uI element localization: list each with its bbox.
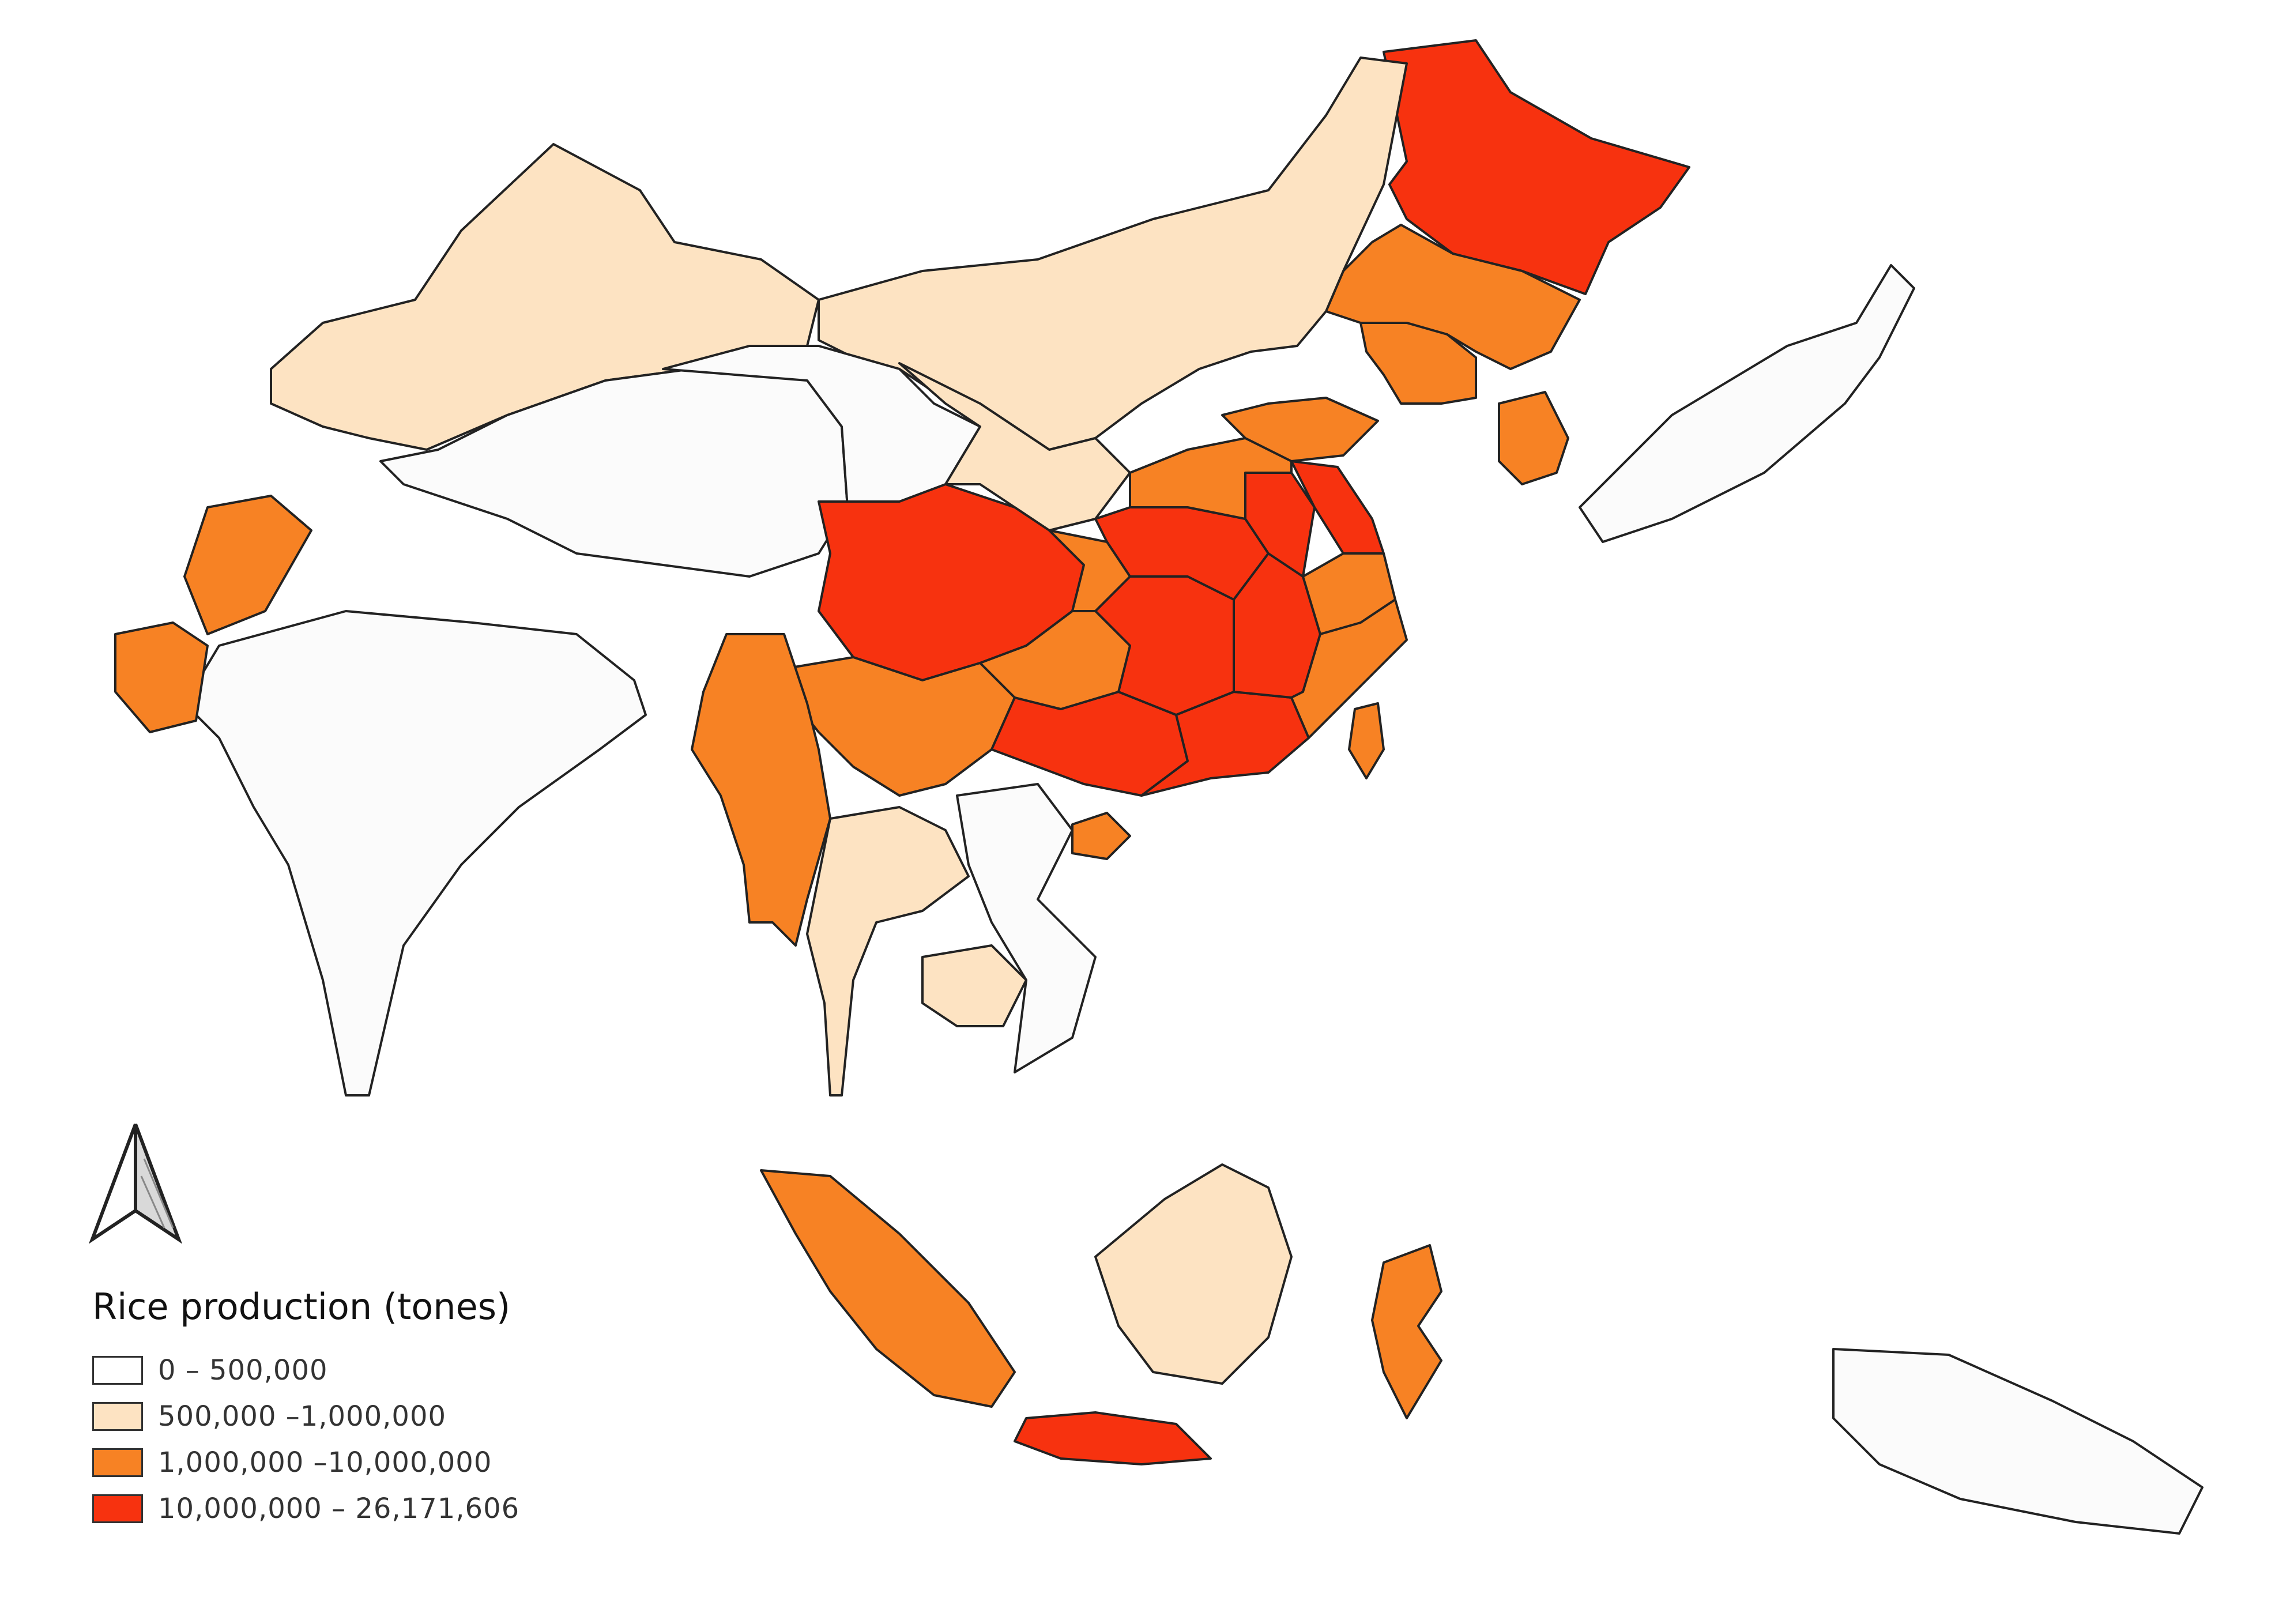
region-taiwan (1348, 702, 1385, 779)
region-japan (1579, 264, 1915, 543)
region-yunnan (783, 656, 1016, 797)
region-cambodia (921, 944, 1027, 1027)
region-hainan (1071, 812, 1131, 860)
legend-swatch (92, 1402, 143, 1431)
region-henan (1129, 437, 1293, 520)
region-vietnam (956, 783, 1097, 1073)
region-papua-new-guinea (1832, 1348, 2204, 1535)
region-shandong (1221, 397, 1379, 462)
region-sindh (114, 621, 209, 733)
region-thailand (806, 806, 970, 1097)
legend-item: 0 – 500,000 (92, 1351, 611, 1390)
region-fujian (1290, 598, 1408, 739)
legend-swatch (92, 1448, 143, 1477)
legend-title: Rice production (tones) (92, 1286, 511, 1328)
region-sulawesi (1371, 1244, 1442, 1419)
legend-swatch (92, 1356, 143, 1385)
region-india (183, 610, 647, 1097)
legend-label: 10,000,000 – 26,171,606 (158, 1493, 520, 1525)
legend-label: 1,000,000 –10,000,000 (158, 1446, 492, 1479)
legend-item: 1,000,000 –10,000,000 (92, 1443, 611, 1482)
region-sumatra (760, 1169, 1016, 1408)
north-arrow (86, 1118, 184, 1248)
region-heilongjiang (1383, 39, 1690, 295)
legend-item: 500,000 –1,000,000 (92, 1397, 611, 1436)
legend-item: 10,000,000 – 26,171,606 (92, 1489, 611, 1528)
legend: Rice production (tones) 0 – 500,000 500,… (92, 1286, 611, 1535)
region-myanmar (691, 633, 831, 947)
region-korea (1498, 391, 1569, 485)
legend-swatch (92, 1494, 143, 1523)
region-chongqing (1048, 529, 1131, 612)
region-guizhou (979, 610, 1131, 710)
north-arrow-icon (88, 1123, 183, 1244)
legend-label: 500,000 –1,000,000 (158, 1400, 447, 1433)
region-xinjiang (270, 143, 820, 451)
region-java (1014, 1411, 1212, 1465)
legend-label: 0 – 500,000 (158, 1354, 328, 1386)
region-punjab-pakistan (183, 495, 312, 635)
region-kalimantan (1094, 1163, 1293, 1385)
region-liaoning (1359, 322, 1477, 405)
